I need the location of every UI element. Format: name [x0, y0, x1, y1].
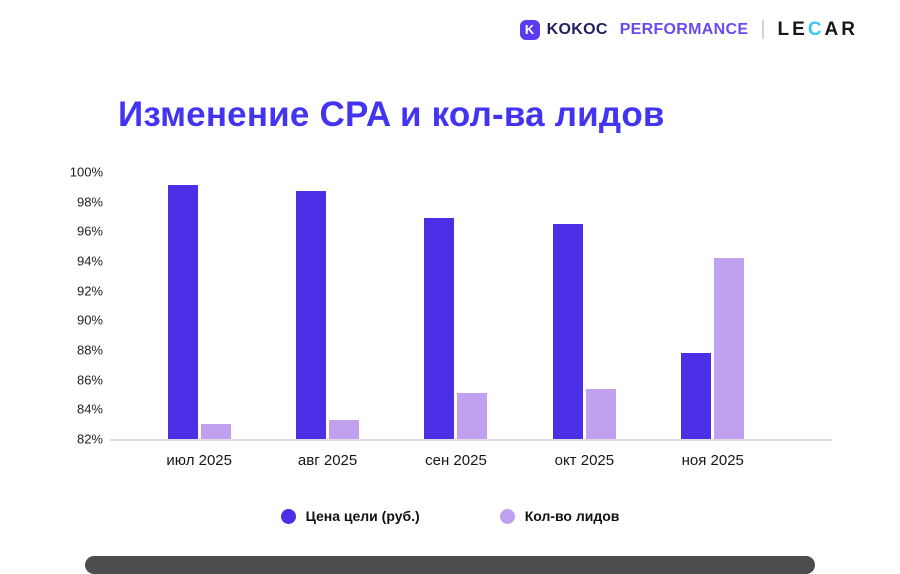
y-tick-label: 94% — [76, 253, 103, 269]
x-axis-label: ноя 2025 — [681, 452, 744, 469]
bar-group — [552, 223, 616, 439]
plot-wrap: июл 2025 авг 2025 сен 2025 окт 2025 ноя 2025 — [110, 172, 832, 469]
kokoc-logo-icon: K — [519, 19, 540, 40]
x-axis-label: июл 2025 — [166, 452, 232, 469]
x-axis-labels: июл 2025 авг 2025 сен 2025 окт 2025 ноя 2025 — [110, 452, 832, 469]
x-axis-label: авг 2025 — [297, 452, 358, 469]
kokoc-wordmark: KOKOC — [546, 20, 608, 38]
legend-label-leads: Кол-во лидов — [524, 508, 620, 524]
y-tick-label: 84% — [76, 401, 103, 417]
header-logos: K KOKOC PERFORMANCE | LECAR — [519, 18, 858, 41]
cpa-bar — [296, 191, 327, 439]
y-tick-label: 100% — [69, 164, 103, 180]
y-tick-label: 98% — [76, 194, 103, 210]
leads-bar — [329, 419, 360, 439]
plot-area — [110, 172, 832, 441]
lecar-c: C — [807, 18, 825, 40]
bar-group — [167, 185, 231, 439]
x-axis-label: окт 2025 — [554, 452, 615, 469]
lecar-wordmark: LECAR — [778, 19, 858, 41]
chart-title: Изменение CPA и кол-ва лидов — [118, 95, 665, 135]
bar-group — [681, 258, 745, 439]
cpa-bar — [681, 352, 712, 439]
bottom-slide-edge — [85, 556, 815, 574]
legend-dot-leads — [499, 508, 515, 524]
leads-bar — [585, 388, 616, 439]
y-tick-label: 86% — [76, 372, 103, 388]
y-tick-label: 88% — [76, 342, 103, 358]
cpa-bar — [552, 223, 583, 439]
cpa-bar — [167, 185, 198, 439]
y-tick-label: 96% — [76, 223, 103, 239]
cpa-bar — [424, 217, 455, 439]
legend-item-leads: Кол-во лидов — [499, 508, 620, 524]
bar-group — [424, 217, 488, 439]
x-axis-label: сен 2025 — [425, 452, 487, 469]
leads-bar — [714, 258, 745, 439]
lecar-le: LE — [777, 18, 808, 40]
kokoc-logo: K KOKOC PERFORMANCE — [519, 19, 749, 40]
leads-bar — [457, 393, 488, 439]
bar-group — [296, 191, 360, 439]
logo-separator: | — [760, 18, 766, 40]
legend-item-cpa: Цена цели (руб.) — [280, 508, 420, 524]
y-tick-label: 92% — [76, 283, 103, 299]
y-tick-label: 82% — [76, 431, 103, 447]
performance-wordmark: PERFORMANCE — [619, 20, 749, 38]
legend: Цена цели (руб.) Кол-во лидов — [0, 508, 900, 524]
legend-label-cpa: Цена цели (руб.) — [305, 508, 420, 524]
y-tick-label: 90% — [76, 312, 103, 328]
y-axis: 100% 98% 96% 94% 92% 90% 88% 86% 84% 82% — [0, 165, 103, 447]
leads-bar — [200, 424, 231, 439]
legend-dot-cpa — [280, 508, 296, 524]
lecar-ar: AR — [824, 18, 858, 40]
